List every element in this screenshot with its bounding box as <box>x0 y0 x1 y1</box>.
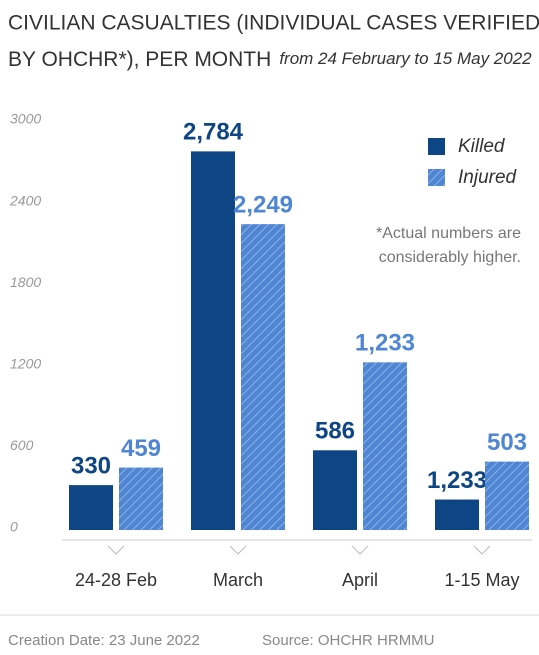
x-tick-label: 24-28 Feb <box>75 570 157 590</box>
bar <box>435 499 479 530</box>
value-label: 459 <box>121 435 161 462</box>
footer: Source: OHCHR HRMMU <box>262 632 435 649</box>
x-tick-bracket <box>107 545 125 555</box>
legend-swatch <box>428 138 445 155</box>
x-tick-label: April <box>342 570 378 590</box>
value-label: 330 <box>71 452 111 479</box>
value-label: 1,233 <box>427 467 487 494</box>
y-tick-label: 0 <box>10 519 18 535</box>
y-tick-label: 1800 <box>10 274 41 290</box>
bar <box>363 362 407 530</box>
value-label: 2,784 <box>183 119 244 146</box>
annotation: considerably higher. <box>379 249 521 266</box>
bar <box>191 151 235 530</box>
value-label: 586 <box>315 418 355 445</box>
bar <box>313 450 357 530</box>
title-line: BY OHCHR*), PER MONTH <box>8 48 271 71</box>
x-tick-label: 1-15 May <box>444 570 519 590</box>
value-label: 2,249 <box>233 191 293 218</box>
x-tick-bracket <box>473 545 491 555</box>
x-tick-bracket <box>351 545 369 555</box>
chart-title: BY OHCHR*), PER MONTH from 24 February to… <box>8 48 532 71</box>
annotation: *Actual numbers are <box>376 225 521 242</box>
y-tick-label: 600 <box>10 437 34 453</box>
y-tick-label: 3000 <box>10 111 41 127</box>
bar <box>119 467 163 530</box>
chart-subtitle: from 24 February to 15 May 2022 <box>279 49 532 68</box>
legend-swatch <box>428 169 445 186</box>
value-label: 1,233 <box>355 330 415 357</box>
legend-label: Killed <box>458 136 506 157</box>
bar <box>241 224 285 531</box>
value-label: 503 <box>487 429 527 456</box>
footer: Creation Date: 23 June 2022 <box>8 632 200 649</box>
y-tick-label: 2400 <box>9 192 41 208</box>
bar <box>485 461 529 530</box>
x-tick-bracket <box>229 545 247 555</box>
x-tick-label: March <box>213 570 263 590</box>
y-tick-label: 1200 <box>10 356 41 372</box>
chart-title: CIVILIAN CASUALTIES (INDIVIDUAL CASES VE… <box>8 12 539 35</box>
legend-label: Injured <box>458 167 518 188</box>
bar <box>69 485 113 530</box>
